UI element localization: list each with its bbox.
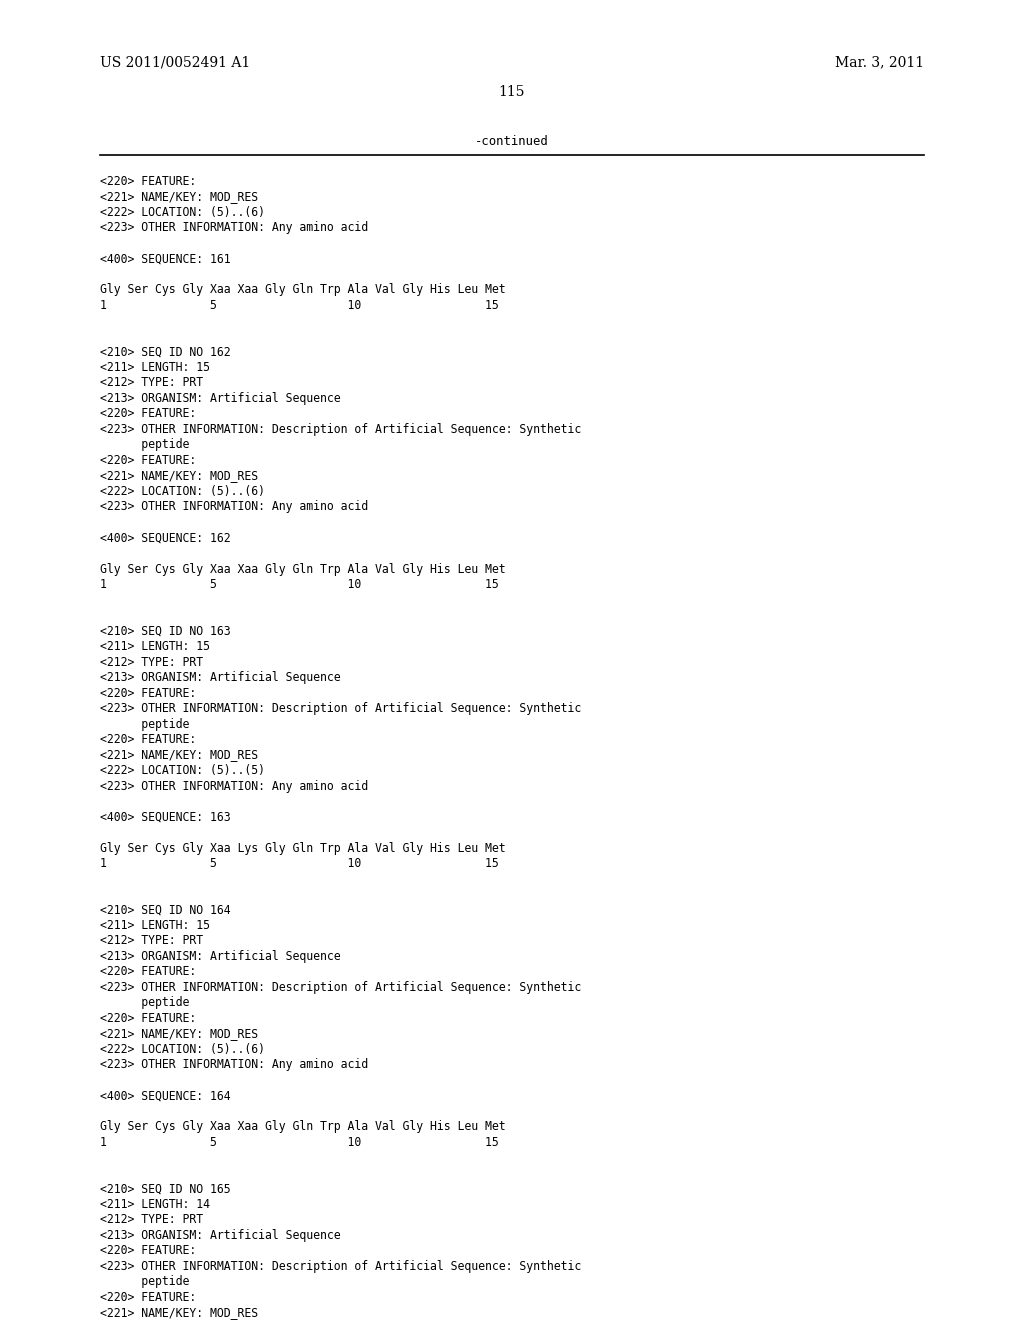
Text: 1               5                   10                  15: 1 5 10 15	[100, 300, 499, 312]
Text: <220> FEATURE:: <220> FEATURE:	[100, 733, 197, 746]
Text: <223> OTHER INFORMATION: Description of Artificial Sequence: Synthetic: <223> OTHER INFORMATION: Description of …	[100, 1261, 582, 1272]
Text: 1               5                   10                  15: 1 5 10 15	[100, 578, 499, 591]
Text: <210> SEQ ID NO 164: <210> SEQ ID NO 164	[100, 903, 230, 916]
Text: <223> OTHER INFORMATION: Description of Artificial Sequence: Synthetic: <223> OTHER INFORMATION: Description of …	[100, 702, 582, 715]
Text: <210> SEQ ID NO 163: <210> SEQ ID NO 163	[100, 624, 230, 638]
Text: <400> SEQUENCE: 161: <400> SEQUENCE: 161	[100, 252, 230, 265]
Text: <221> NAME/KEY: MOD_RES: <221> NAME/KEY: MOD_RES	[100, 1027, 258, 1040]
Text: <400> SEQUENCE: 164: <400> SEQUENCE: 164	[100, 1089, 230, 1102]
Text: <221> NAME/KEY: MOD_RES: <221> NAME/KEY: MOD_RES	[100, 470, 258, 483]
Text: <213> ORGANISM: Artificial Sequence: <213> ORGANISM: Artificial Sequence	[100, 1229, 341, 1242]
Text: <400> SEQUENCE: 163: <400> SEQUENCE: 163	[100, 810, 230, 824]
Text: <223> OTHER INFORMATION: Any amino acid: <223> OTHER INFORMATION: Any amino acid	[100, 780, 368, 792]
Text: <212> TYPE: PRT: <212> TYPE: PRT	[100, 376, 203, 389]
Text: <220> FEATURE:: <220> FEATURE:	[100, 1291, 197, 1304]
Text: <210> SEQ ID NO 165: <210> SEQ ID NO 165	[100, 1183, 230, 1196]
Text: 115: 115	[499, 84, 525, 99]
Text: <220> FEATURE:: <220> FEATURE:	[100, 408, 197, 421]
Text: <213> ORGANISM: Artificial Sequence: <213> ORGANISM: Artificial Sequence	[100, 950, 341, 964]
Text: -continued: -continued	[475, 135, 549, 148]
Text: <213> ORGANISM: Artificial Sequence: <213> ORGANISM: Artificial Sequence	[100, 392, 341, 405]
Text: <220> FEATURE:: <220> FEATURE:	[100, 1012, 197, 1026]
Text: Gly Ser Cys Gly Xaa Lys Gly Gln Trp Ala Val Gly His Leu Met: Gly Ser Cys Gly Xaa Lys Gly Gln Trp Ala …	[100, 842, 506, 854]
Text: Gly Ser Cys Gly Xaa Xaa Gly Gln Trp Ala Val Gly His Leu Met: Gly Ser Cys Gly Xaa Xaa Gly Gln Trp Ala …	[100, 1121, 506, 1134]
Text: peptide: peptide	[100, 438, 189, 451]
Text: <212> TYPE: PRT: <212> TYPE: PRT	[100, 656, 203, 668]
Text: <212> TYPE: PRT: <212> TYPE: PRT	[100, 1213, 203, 1226]
Text: Gly Ser Cys Gly Xaa Xaa Gly Gln Trp Ala Val Gly His Leu Met: Gly Ser Cys Gly Xaa Xaa Gly Gln Trp Ala …	[100, 284, 506, 297]
Text: <223> OTHER INFORMATION: Any amino acid: <223> OTHER INFORMATION: Any amino acid	[100, 222, 368, 235]
Text: <220> FEATURE:: <220> FEATURE:	[100, 176, 197, 187]
Text: <223> OTHER INFORMATION: Any amino acid: <223> OTHER INFORMATION: Any amino acid	[100, 1059, 368, 1072]
Text: <220> FEATURE:: <220> FEATURE:	[100, 965, 197, 978]
Text: 1               5                   10                  15: 1 5 10 15	[100, 857, 499, 870]
Text: <222> LOCATION: (5)..(5): <222> LOCATION: (5)..(5)	[100, 764, 265, 777]
Text: <211> LENGTH: 14: <211> LENGTH: 14	[100, 1199, 210, 1210]
Text: <221> NAME/KEY: MOD_RES: <221> NAME/KEY: MOD_RES	[100, 748, 258, 762]
Text: <223> OTHER INFORMATION: Description of Artificial Sequence: Synthetic: <223> OTHER INFORMATION: Description of …	[100, 981, 582, 994]
Text: <400> SEQUENCE: 162: <400> SEQUENCE: 162	[100, 532, 230, 544]
Text: Mar. 3, 2011: Mar. 3, 2011	[835, 55, 924, 69]
Text: peptide: peptide	[100, 718, 189, 730]
Text: <220> FEATURE:: <220> FEATURE:	[100, 454, 197, 467]
Text: <223> OTHER INFORMATION: Any amino acid: <223> OTHER INFORMATION: Any amino acid	[100, 500, 368, 513]
Text: <210> SEQ ID NO 162: <210> SEQ ID NO 162	[100, 346, 230, 359]
Text: <222> LOCATION: (5)..(6): <222> LOCATION: (5)..(6)	[100, 484, 265, 498]
Text: <222> LOCATION: (5)..(6): <222> LOCATION: (5)..(6)	[100, 1043, 265, 1056]
Text: <220> FEATURE:: <220> FEATURE:	[100, 1245, 197, 1258]
Text: <211> LENGTH: 15: <211> LENGTH: 15	[100, 919, 210, 932]
Text: peptide: peptide	[100, 997, 189, 1010]
Text: peptide: peptide	[100, 1275, 189, 1288]
Text: <223> OTHER INFORMATION: Description of Artificial Sequence: Synthetic: <223> OTHER INFORMATION: Description of …	[100, 422, 582, 436]
Text: <221> NAME/KEY: MOD_RES: <221> NAME/KEY: MOD_RES	[100, 190, 258, 203]
Text: 1               5                   10                  15: 1 5 10 15	[100, 1137, 499, 1148]
Text: <213> ORGANISM: Artificial Sequence: <213> ORGANISM: Artificial Sequence	[100, 671, 341, 684]
Text: <212> TYPE: PRT: <212> TYPE: PRT	[100, 935, 203, 948]
Text: <221> NAME/KEY: MOD_RES: <221> NAME/KEY: MOD_RES	[100, 1307, 258, 1320]
Text: <211> LENGTH: 15: <211> LENGTH: 15	[100, 360, 210, 374]
Text: <222> LOCATION: (5)..(6): <222> LOCATION: (5)..(6)	[100, 206, 265, 219]
Text: <211> LENGTH: 15: <211> LENGTH: 15	[100, 640, 210, 653]
Text: <220> FEATURE:: <220> FEATURE:	[100, 686, 197, 700]
Text: Gly Ser Cys Gly Xaa Xaa Gly Gln Trp Ala Val Gly His Leu Met: Gly Ser Cys Gly Xaa Xaa Gly Gln Trp Ala …	[100, 562, 506, 576]
Text: US 2011/0052491 A1: US 2011/0052491 A1	[100, 55, 250, 69]
